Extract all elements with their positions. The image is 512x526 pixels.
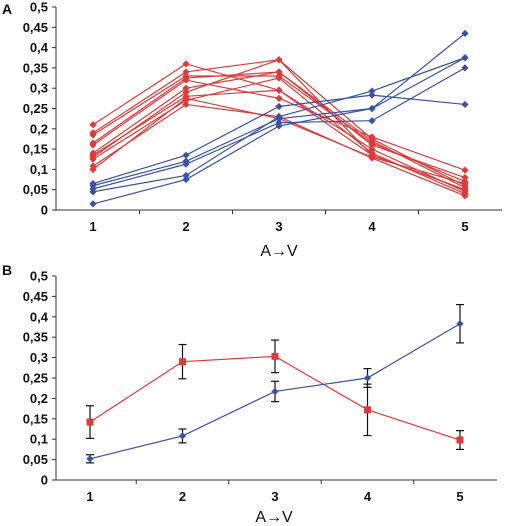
panel-a-data-point — [368, 91, 376, 99]
panel-b-y-tick-label: 0,35 — [23, 330, 48, 345]
panel-a-data-point — [89, 131, 97, 139]
panel-b-data-point — [456, 436, 464, 444]
panel-a-x-tick-label: 3 — [275, 219, 282, 234]
panel-a-data-point — [368, 137, 376, 145]
panel-b-y-tick-label: 0,1 — [30, 432, 48, 447]
panel-a-x-tick-label: 2 — [182, 219, 189, 234]
panel-b-y-tick-label: 0,05 — [23, 452, 48, 467]
panel-a-data-point — [461, 192, 469, 200]
panel-a-data-point — [182, 151, 190, 159]
panel-a-letter: A — [2, 1, 12, 17]
panel-a-data-point — [368, 117, 376, 125]
panel-b-data-point — [178, 432, 187, 440]
panel-a-data-point — [182, 60, 190, 68]
panel-a-data-point — [368, 141, 376, 149]
panel-b-letter: B — [2, 262, 12, 278]
panel-a-data-point — [461, 166, 469, 174]
panel-a-data-point — [89, 141, 97, 149]
panel-a-data-point — [275, 74, 283, 82]
panel-a-data-point — [461, 54, 469, 62]
panel-b-data-point — [86, 455, 94, 463]
panel-a-x-tick-label: 5 — [461, 219, 468, 234]
panel-a-data-point — [461, 100, 469, 109]
panel-a-y-tick-label: 0,1 — [30, 162, 48, 177]
panel-a-y-tick-label: 0,45 — [23, 20, 48, 35]
panel-a-y-tick-label: 0,25 — [23, 101, 48, 116]
panel-a-y-tick-label: 0,5 — [30, 0, 48, 15]
panel-a: A A→V 0 0,05 0,1 0,15 0,2 0,25 0,3 0,35 0,4 0,45 0… — [2, 0, 502, 260]
panel-a-data-point — [275, 102, 283, 111]
panel-a-data-point — [461, 64, 469, 72]
panel-a-y-tick-label: 0,15 — [23, 142, 48, 157]
panel-a-data-point — [461, 186, 469, 194]
panel-a-y-tick-label: 0,2 — [30, 121, 48, 136]
panel-b: B A→V 0 0,05 0,1 0,15 0,2 0,25 0,3 0,35 0,4 0,45 0… — [2, 262, 497, 526]
panel-b-x-tick-label: 2 — [179, 489, 186, 504]
panel-a-data-point — [182, 76, 190, 84]
panel-b-data-point — [271, 387, 279, 396]
panel-b-data-point — [364, 406, 371, 414]
panel-b-x-tick-label: 5 — [456, 489, 463, 504]
panel-b-data-point — [179, 358, 186, 366]
panel-b-data-point — [86, 418, 94, 426]
panel-a-data-point — [182, 88, 190, 96]
panel-b-y-tick-label: 0,5 — [30, 269, 48, 284]
panel-a-data-point — [89, 121, 97, 129]
panel-b-y-tick-label: 0 — [41, 473, 48, 488]
panel-a-data-point — [182, 175, 190, 184]
panel-a-y-tick-label: 0,35 — [23, 60, 48, 75]
panel-a-data-point — [368, 151, 376, 159]
panel-a-data-point — [275, 113, 283, 121]
panel-a-y-tick-label: 0,05 — [23, 182, 48, 197]
panel-a-data-point — [89, 153, 97, 161]
panel-b-data-point — [271, 352, 279, 360]
panel-a-data-point — [89, 200, 97, 208]
panel-a-x-tick-label: 4 — [368, 219, 376, 234]
panel-b-x-tick-label: 4 — [364, 489, 372, 504]
panel-b-y-tick-label: 0,4 — [30, 309, 49, 324]
panel-a-data-point — [275, 122, 283, 130]
panel-a-x-tick-label: 1 — [89, 219, 96, 234]
panel-a-data-point — [89, 165, 97, 173]
panel-b-data-point — [456, 320, 464, 328]
panel-a-y-tick-label: 0,4 — [30, 40, 49, 55]
panel-b-y-tick-label: 0,45 — [23, 289, 48, 304]
panel-a-x-axis-title: A→V — [260, 243, 298, 260]
panel-a-data-point — [368, 145, 376, 153]
panel-b-x-tick-label: 1 — [86, 489, 93, 504]
panel-a-data-point — [368, 104, 376, 113]
panel-b-y-tick-label: 0,3 — [30, 350, 48, 365]
panel-a-y-tick-label: 0,3 — [30, 81, 48, 96]
panel-a-data-point — [368, 133, 376, 141]
panel-b-y-tick-label: 0,25 — [23, 371, 48, 386]
panel-a-data-point — [275, 94, 283, 102]
panel-a-data-point — [182, 171, 190, 180]
panel-b-y-tick-label: 0,2 — [30, 391, 48, 406]
panel-a-data-point — [89, 188, 97, 196]
panel-a-data-point — [182, 94, 190, 102]
panel-a-data-point — [182, 160, 190, 168]
panel-a-data-point — [275, 68, 283, 76]
panel-a-data-point — [182, 68, 190, 76]
panel-b-x-tick-label: 3 — [271, 489, 278, 504]
panel-b-y-tick-label: 0,15 — [23, 411, 48, 426]
panel-a-data-point — [368, 87, 376, 95]
panel-a-data-point — [461, 180, 469, 188]
panel-a-data-point — [182, 100, 190, 109]
panel-a-data-point — [182, 84, 190, 92]
panel-a-data-point — [461, 29, 469, 37]
panel-a-data-point — [461, 173, 469, 182]
panel-a-data-point — [275, 86, 283, 94]
panel-a-y-tick-label: 0 — [41, 203, 48, 218]
panel-b-x-axis-title: A→V — [255, 509, 293, 526]
panel-a-data-point — [275, 56, 283, 64]
panel-b-data-point — [363, 374, 372, 382]
